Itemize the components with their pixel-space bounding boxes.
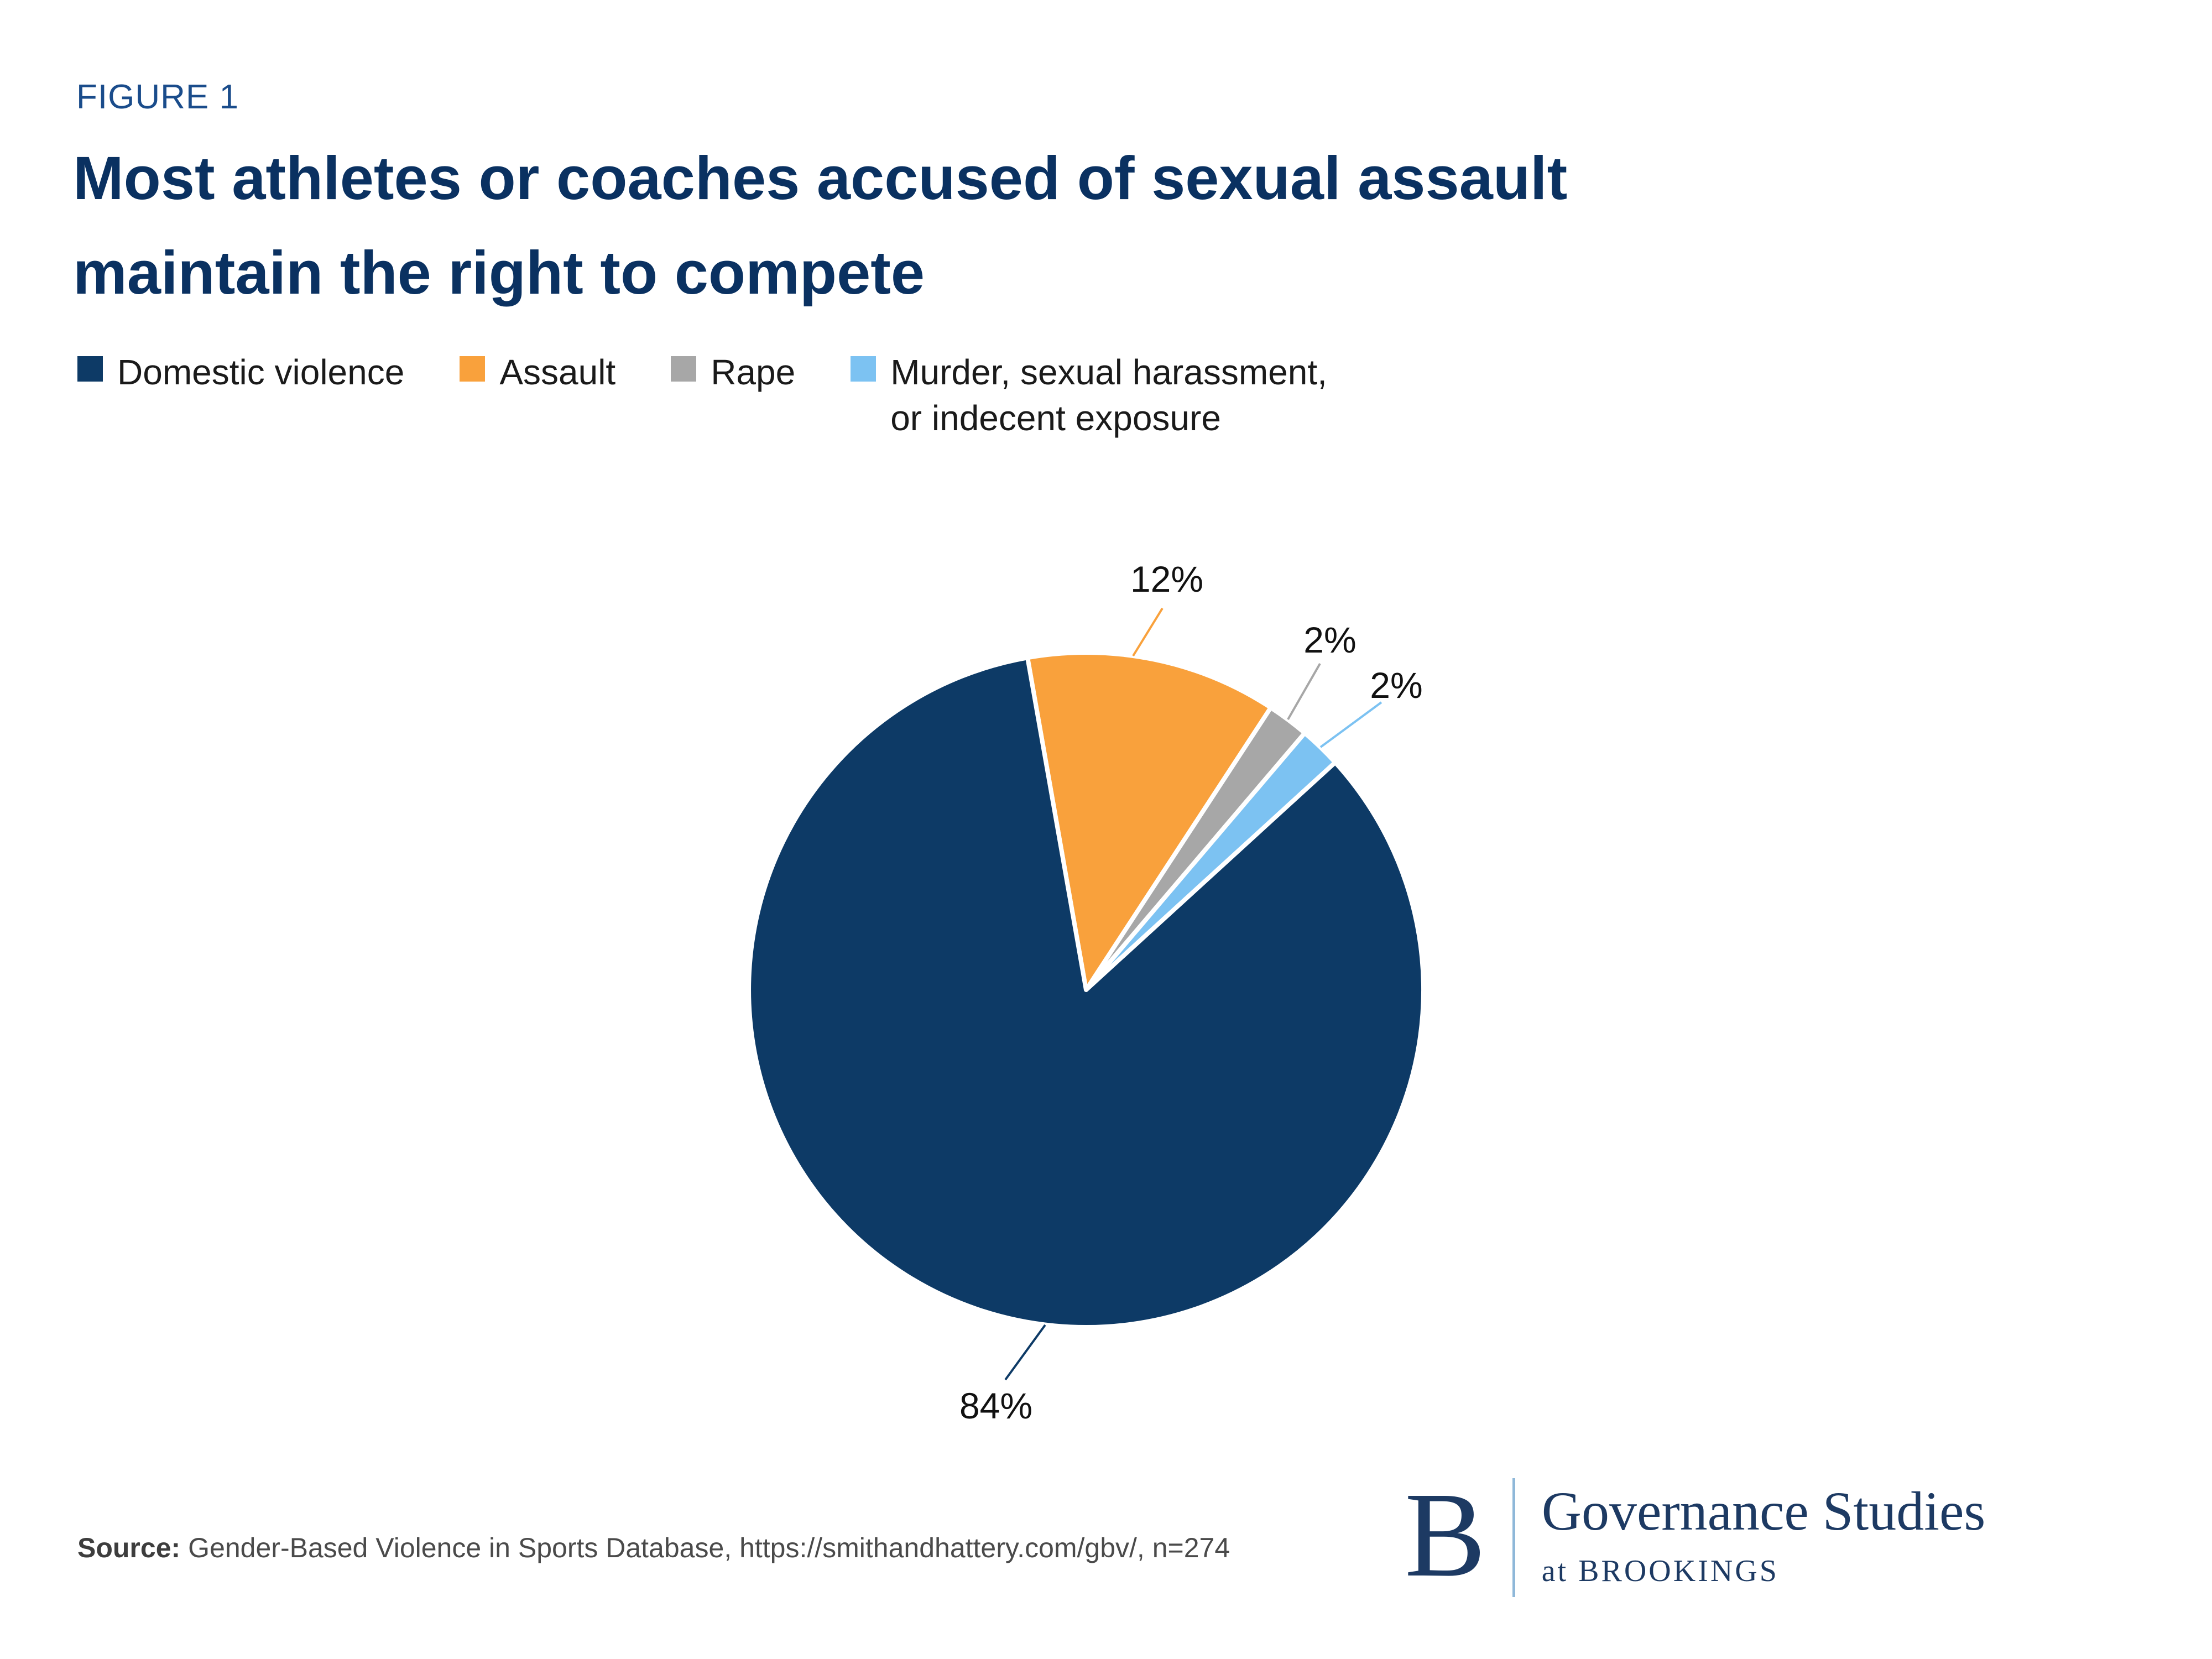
legend-label-rape: Rape	[711, 352, 796, 392]
legend-swatch-rape-icon	[671, 356, 697, 382]
chart-legend: Domestic violence Assault Rape Murder, s…	[77, 349, 1327, 441]
legend-item-murder-harassment: Murder, sexual harassment, or indecent e…	[851, 349, 1327, 441]
leader-line-domestic-violence	[1004, 1324, 1046, 1381]
source-text: Gender-Based Violence in Sports Database…	[188, 1532, 1230, 1563]
logo-divider	[1512, 1478, 1515, 1597]
pie-slice-assault	[1025, 650, 1273, 992]
legend-swatch-murder-harassment-icon	[851, 356, 877, 382]
logo-text: Governance Studies at BROOKINGS	[1542, 1484, 1986, 1589]
pie-chart: 12% 2% 2% 84%	[747, 559, 1426, 1426]
legend-label-murder-harassment: Murder, sexual harassment, or indecent e…	[890, 352, 1327, 439]
legend-label-assault: Assault	[499, 352, 616, 392]
legend-swatch-assault-icon	[460, 356, 486, 382]
source-prefix: Source:	[77, 1532, 181, 1563]
leader-line-assault	[1132, 607, 1164, 657]
pie-label-domestic-violence: 84%	[959, 1385, 1032, 1426]
source-note: Source: Gender-Based Violence in Sports D…	[77, 1532, 1230, 1564]
legend-swatch-domestic-violence-icon	[77, 356, 103, 382]
pie-slice-domestic-violence	[747, 655, 1426, 1330]
legend-item-rape: Rape	[671, 349, 795, 395]
logo-institution-name: at BROOKINGS	[1541, 1554, 1779, 1588]
pie-label-assault: 12%	[1130, 559, 1203, 599]
logo-program-name: Governance Studies	[1541, 1480, 1986, 1542]
figure-label: FIGURE 1	[76, 78, 239, 116]
pie-label-murder-harassment: 2%	[1370, 665, 1422, 706]
leader-line-murder-harassment	[1319, 701, 1383, 748]
legend-label-domestic-violence: Domestic violence	[117, 352, 405, 392]
pie-slices-group	[747, 650, 1426, 1330]
leader-line-rape	[1287, 663, 1321, 720]
brookings-logo: B Governance Studies at BROOKINGS	[1405, 1474, 1985, 1597]
brookings-b-logo-icon: B	[1405, 1467, 1486, 1602]
pie-label-rape: 2%	[1303, 619, 1356, 660]
legend-item-assault: Assault	[460, 349, 615, 395]
page-title: Most athletes or coaches accused of sexu…	[73, 144, 1568, 307]
legend-item-domestic-violence: Domestic violence	[77, 349, 404, 395]
